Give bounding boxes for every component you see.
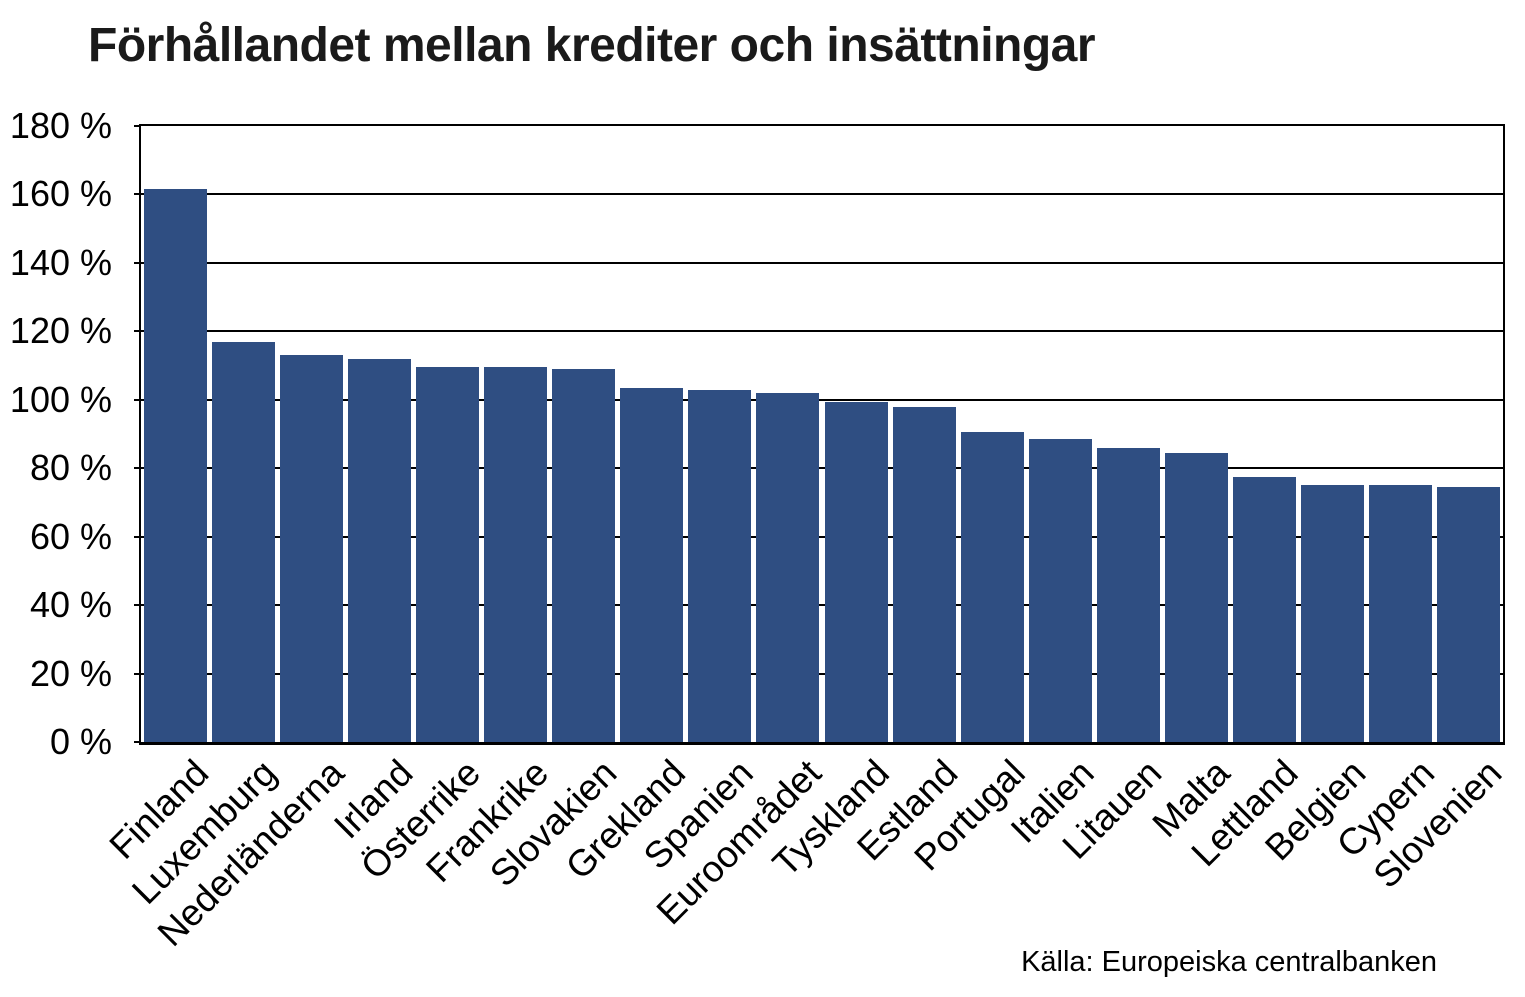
gridline-40	[141, 604, 1503, 607]
gridline-80	[141, 467, 1503, 470]
bar-irland	[347, 358, 411, 742]
y-tick-label-40: 40 %	[29, 584, 112, 626]
gridline-120	[141, 330, 1503, 333]
y-tick-20	[134, 672, 141, 675]
source-caption: Källa: Europeiska centralbanken	[1021, 946, 1437, 978]
bar-lettland	[1233, 476, 1297, 742]
bar-tyskland	[824, 401, 888, 742]
y-tick-label-80: 80 %	[29, 447, 112, 489]
y-tick-label-20: 20 %	[29, 652, 112, 694]
bar-belgien	[1301, 485, 1365, 742]
y-tick-120	[134, 330, 141, 333]
gridline-20	[141, 672, 1503, 675]
bar-cypern	[1369, 485, 1433, 742]
y-tick-160	[134, 193, 141, 196]
y-tick-40	[134, 604, 141, 607]
bar-euroomr-det	[756, 392, 820, 742]
y-tick-label-120: 120 %	[9, 310, 112, 352]
y-tick-label-0: 0 %	[49, 721, 112, 762]
y-tick-0	[134, 741, 141, 743]
gridline-100	[141, 398, 1503, 401]
bar-grekland	[620, 387, 684, 742]
gridline-140	[141, 261, 1503, 264]
y-tick-100	[134, 398, 141, 401]
bar-luxemburg	[211, 341, 275, 742]
y-tick-60	[134, 535, 141, 538]
chart-title: Förhållandet mellan krediter och insättn…	[88, 19, 1096, 72]
y-tick-180	[134, 125, 141, 127]
bar-portugal	[960, 432, 1024, 742]
bar-spanien	[688, 389, 752, 742]
bar-litauen	[1096, 447, 1160, 742]
bar-malta	[1165, 452, 1229, 742]
y-tick-label-140: 140 %	[9, 241, 112, 283]
gridline-60	[141, 535, 1503, 538]
plot-area	[139, 124, 1505, 745]
bar-slovakien	[552, 368, 616, 742]
bar-italien	[1028, 439, 1092, 742]
bar--sterrike	[415, 367, 479, 742]
y-tick-label-160: 160 %	[9, 173, 112, 215]
y-tick-label-180: 180 %	[9, 105, 112, 146]
bar-frankrike	[484, 367, 548, 742]
gridline-160	[141, 193, 1503, 196]
y-tick-140	[134, 261, 141, 264]
bar-estland	[892, 406, 956, 742]
y-tick-label-60: 60 %	[29, 515, 112, 557]
bar-slovenien	[1437, 487, 1501, 742]
y-tick-label-100: 100 %	[9, 378, 112, 420]
bar-finland	[143, 189, 207, 742]
bar-nederl-nderna	[279, 355, 343, 742]
y-tick-80	[134, 467, 141, 470]
